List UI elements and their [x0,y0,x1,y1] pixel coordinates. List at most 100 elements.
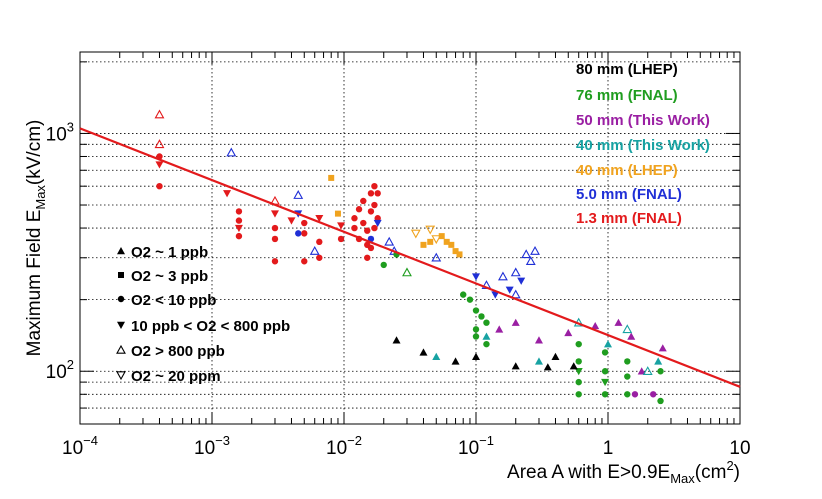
y-tick-label: 102 [46,357,74,383]
x-tick-label: 10−3 [194,433,230,459]
data-point [364,254,371,261]
data-point [431,235,442,245]
data-point [371,224,378,232]
data-point [511,362,520,370]
data-point [309,245,320,255]
x-tick-label: 10−2 [326,433,362,459]
data-point [392,336,401,344]
data-point [601,349,609,356]
data-point [622,324,633,334]
data-point [367,244,375,252]
data-point [604,340,612,348]
data-point [316,254,323,261]
data-point [374,215,381,222]
legend-marker-icon [116,371,126,381]
data-point [427,238,434,245]
legend-series-item: 1.3 mm (FNAL) [576,210,682,227]
legend-marker-label: O2 < 10 ppb [131,292,216,309]
data-point [521,249,532,259]
legend-series: 80 mm (LHEP) 76 mm (FNAL) 50 mm (This Wo… [576,61,710,227]
data-point [316,238,323,246]
data-point [380,261,387,269]
data-point [371,182,378,190]
data-point [367,190,375,197]
legend-markers: O2 ~ 1 ppb O2 ~ 3 ppb O2 < 10 ppb 10 ppb… [116,244,290,385]
data-point [431,252,442,262]
data-point [154,109,165,119]
x-tick-labels: 10−4 10−3 10−2 10−1 1 10 [62,433,751,459]
data-point [293,190,304,199]
data-point [575,340,582,348]
legend-marker-icons [116,247,126,381]
x-tick-label: 10−1 [458,433,494,459]
data-point [460,291,467,298]
data-point [569,362,578,370]
data-point [301,258,308,265]
data-point [419,348,428,356]
data-point [472,352,480,361]
data-point [466,296,474,303]
data-point [337,235,345,243]
legend-marker-label: O2 ~ 1 ppb [131,244,208,261]
data-point [591,321,600,330]
y-axis-title-main: Maximum Field E [24,210,45,357]
data-point [483,319,490,326]
data-point [472,333,480,340]
legend-series-item: 40 mm (This Work) [576,137,710,154]
data-point [226,147,237,157]
x-tick-label: 10−4 [62,433,98,459]
data-point [271,235,279,243]
data-point [443,238,450,245]
legend-marker-label: 10 ppb < O2 < 800 ppb [131,318,290,335]
data-point [657,397,664,405]
legend-marker-icon [118,272,124,278]
x-axis-title-main: Area A with E>0.9E [507,462,670,483]
data-point [402,267,412,277]
data-point [351,224,358,232]
data-point [575,391,582,398]
data-point [495,325,504,333]
legend-marker-icon [116,344,126,354]
legend-series-item: 5.0 mm (FNAL) [576,186,682,203]
data-point [658,344,667,352]
data-point [534,357,543,365]
data-point [654,357,663,365]
data-point [510,267,521,277]
data-point [483,340,490,348]
data-point [425,225,436,235]
data-point [642,366,653,375]
data-point [355,206,363,213]
x-tick-label: 1 [603,438,614,459]
data-point [351,215,358,222]
data-points [154,109,667,405]
data-point [364,227,371,234]
x-axis-title-sup: 2 [726,458,733,473]
data-point [510,289,521,299]
data-point [360,197,367,205]
legend-series-item: 50 mm (This Work) [576,112,710,129]
data-point [334,210,341,217]
data-point [637,367,646,375]
data-point [360,219,367,227]
data-point [601,368,609,375]
data-point [155,161,164,169]
data-point [505,286,514,294]
data-point [438,233,445,240]
data-point [564,328,573,337]
data-point [575,378,582,386]
data-point [551,352,560,361]
legend-marker-icon [117,321,125,329]
data-point [234,224,243,233]
data-point [543,363,552,371]
plot-frame [79,51,741,425]
data-point [301,219,308,227]
y-axis-title: Maximum Field EMax(kV/cm) [24,120,48,357]
legend-marker-icon [117,247,125,255]
legend-series-item: 80 mm (LHEP) [576,61,678,78]
data-point [410,229,421,239]
data-point [478,313,485,320]
data-point [456,251,463,258]
data-point [517,277,526,285]
data-point [511,318,520,326]
y-axis-title-sub: Max [33,185,48,210]
